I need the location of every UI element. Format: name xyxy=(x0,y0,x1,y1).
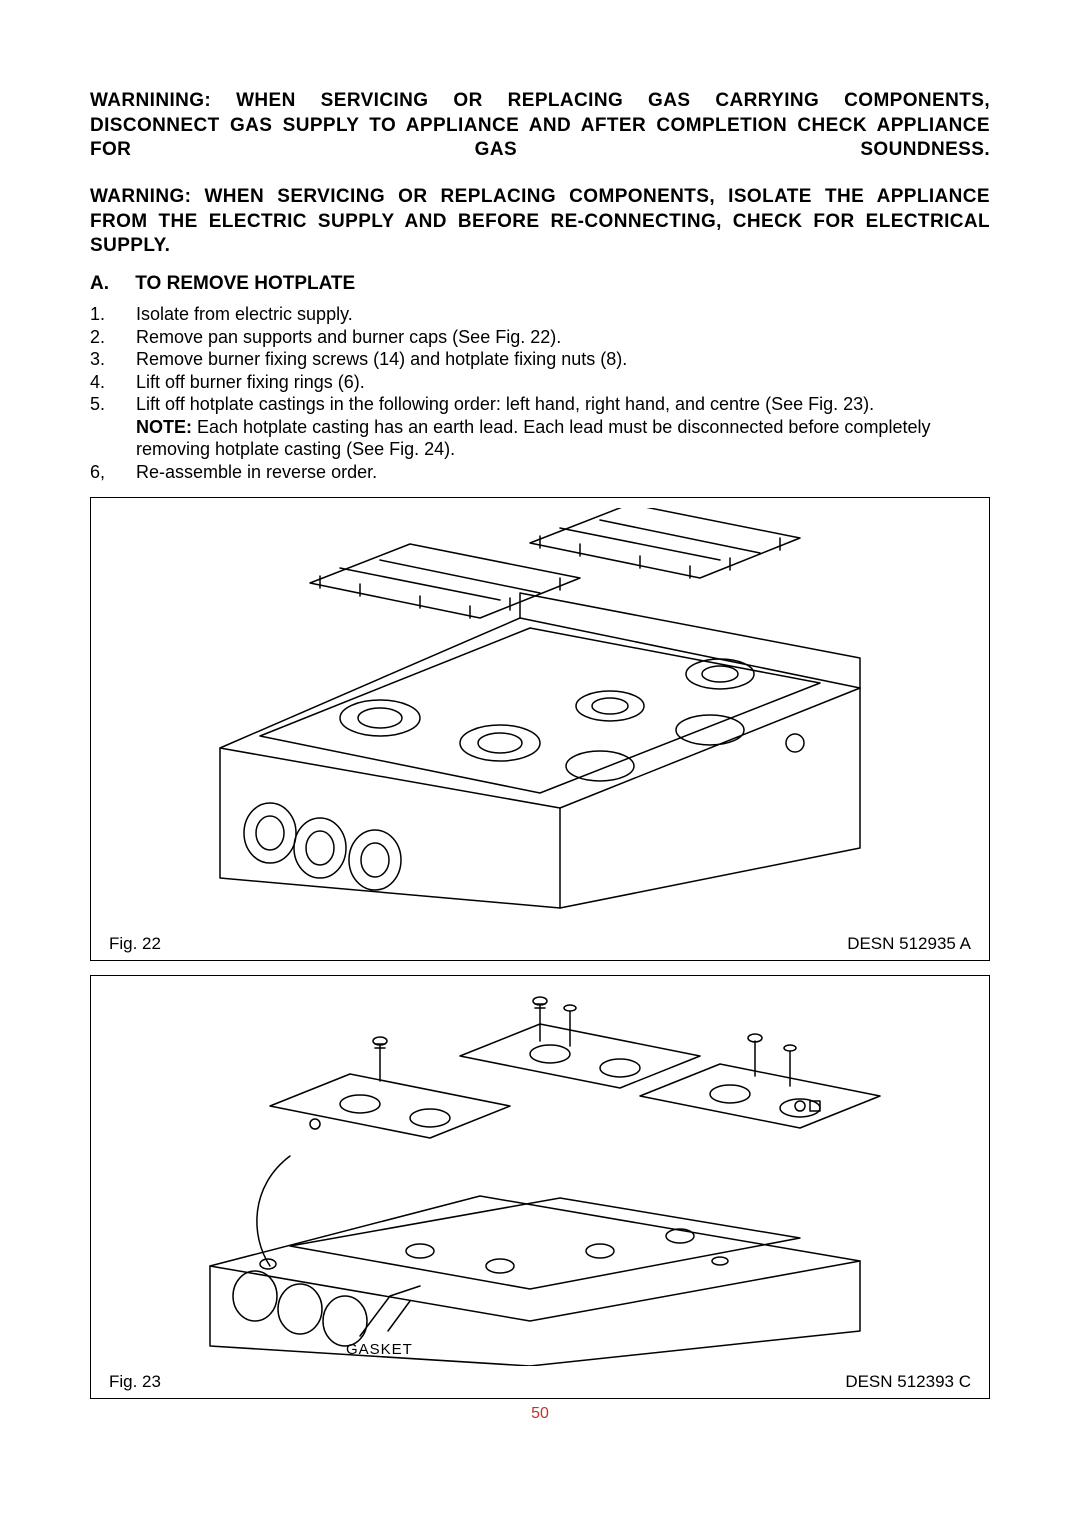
step-item: 1.Isolate from electric supply. xyxy=(90,303,990,326)
note-label: NOTE: xyxy=(136,417,192,437)
warning-2: WARNING: WHEN SERVICING OR REPLACING COM… xyxy=(90,185,990,259)
figure-23-label: Fig. 23 xyxy=(109,1372,161,1392)
step-item: 2.Remove pan supports and burner caps (S… xyxy=(90,326,990,349)
figure-22-code: DESN 512935 A xyxy=(847,934,971,954)
figure-22-box: Fig. 22 DESN 512935 A xyxy=(90,497,990,961)
step-item: 4.Lift off burner fixing rings (6). xyxy=(90,371,990,394)
section-heading: A. TO REMOVE HOTPLATE xyxy=(90,273,990,295)
step-num: 4. xyxy=(90,371,136,394)
step-num: 2. xyxy=(90,326,136,349)
hotplate-assembled-diagram xyxy=(160,508,920,928)
step-text: Lift off hotplate castings in the follow… xyxy=(136,393,990,416)
step-item: 6,Re-assemble in reverse order. xyxy=(90,461,990,484)
step-text: Remove pan supports and burner caps (See… xyxy=(136,326,990,349)
page-number: 50 xyxy=(90,1405,990,1423)
step-num: 3. xyxy=(90,348,136,371)
hotplate-exploded-diagram xyxy=(160,986,920,1366)
note-item: NOTE: Each hotplate casting has an earth… xyxy=(90,416,990,461)
step-text: Re-assemble in reverse order. xyxy=(136,461,990,484)
step-text: Isolate from electric supply. xyxy=(136,303,990,326)
section-letter: A. xyxy=(90,273,130,295)
section-title: TO REMOVE HOTPLATE xyxy=(135,273,355,294)
step-text: Remove burner fixing screws (14) and hot… xyxy=(136,348,990,371)
step-num: 6, xyxy=(90,461,136,484)
step-num: 5. xyxy=(90,393,136,416)
warning-1: WARNINING: WHEN SERVICING OR REPLACING G… xyxy=(90,89,990,163)
step-item: 5.Lift off hotplate castings in the foll… xyxy=(90,393,990,416)
manual-page: WARNINING: WHEN SERVICING OR REPLACING G… xyxy=(0,0,1080,1443)
figure-23-code: DESN 512393 C xyxy=(845,1372,971,1392)
figure-23-box: GASKET Fig. 23 DESN 512393 C xyxy=(90,975,990,1399)
step-num: 1. xyxy=(90,303,136,326)
steps-list: 1.Isolate from electric supply. 2.Remove… xyxy=(90,303,990,483)
figure-23-illustration xyxy=(109,986,971,1366)
step-item: 3.Remove burner fixing screws (14) and h… xyxy=(90,348,990,371)
step-text: Lift off burner fixing rings (6). xyxy=(136,371,990,394)
note-text: NOTE: Each hotplate casting has an earth… xyxy=(136,416,990,461)
gasket-label: GASKET xyxy=(346,1341,413,1358)
figure-22-label: Fig. 22 xyxy=(109,934,161,954)
figure-22-illustration xyxy=(109,508,971,928)
